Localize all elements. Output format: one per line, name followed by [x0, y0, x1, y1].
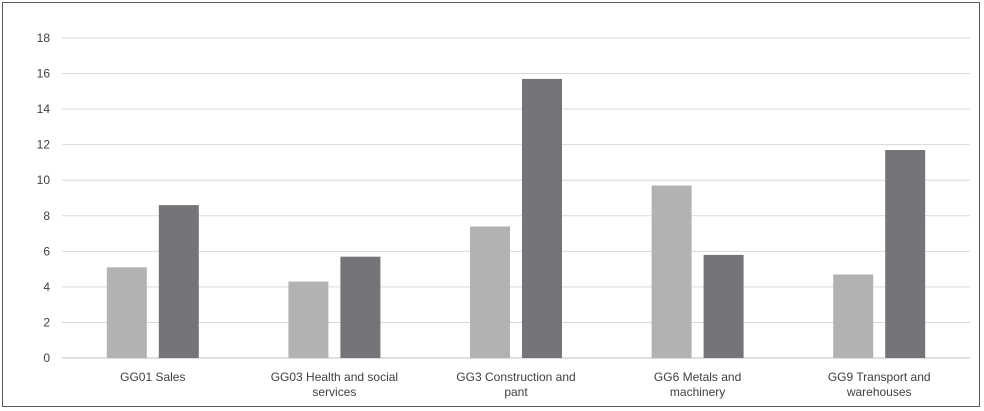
- y-tick-label: 4: [43, 280, 50, 294]
- x-tick-label: GG01 Sales: [120, 370, 185, 384]
- x-axis-labels: GG01 Sales GG03 Health and socialservices…: [120, 370, 930, 399]
- y-tick-label: 18: [37, 31, 51, 45]
- x-tick-label: GG9 Transport and: [828, 370, 931, 384]
- y-tick-label: 10: [37, 173, 51, 187]
- bar-series2-4: [703, 254, 744, 358]
- bar-series2-2: [340, 256, 381, 358]
- y-tick-label: 6: [43, 244, 50, 258]
- bar-series1-4: [651, 185, 692, 358]
- x-tick-label: GG03 Health and social: [271, 370, 398, 384]
- x-tick-label: GG6 Metals and: [654, 370, 741, 384]
- x-tick-label: pant: [504, 385, 528, 399]
- y-tick-label: 0: [43, 351, 50, 365]
- y-tick-label: 8: [43, 209, 50, 223]
- bar-series2-1: [158, 205, 199, 358]
- bar-series1-3: [470, 226, 510, 358]
- x-tick-label: machinery: [670, 385, 725, 399]
- bar-series1-1: [106, 267, 147, 358]
- gridlines: [62, 37, 970, 359]
- bar-series2-3: [522, 78, 562, 358]
- y-tick-label: 12: [37, 138, 51, 152]
- bar-series1-5: [833, 274, 874, 358]
- x-tick-label: services: [312, 385, 356, 399]
- bar-series1-2: [288, 281, 329, 358]
- x-tick-label: GG3 Construction and: [456, 370, 575, 384]
- x-tick-label: warehouses: [846, 385, 912, 399]
- bars: [106, 78, 926, 358]
- y-tick-label: 16: [37, 67, 51, 81]
- y-tick-label: 2: [43, 315, 50, 329]
- bar-series2-5: [885, 150, 926, 358]
- y-axis-ticks: 0 2 4 6 8 10 12 14 16 18: [37, 31, 51, 365]
- y-tick-label: 14: [37, 102, 51, 116]
